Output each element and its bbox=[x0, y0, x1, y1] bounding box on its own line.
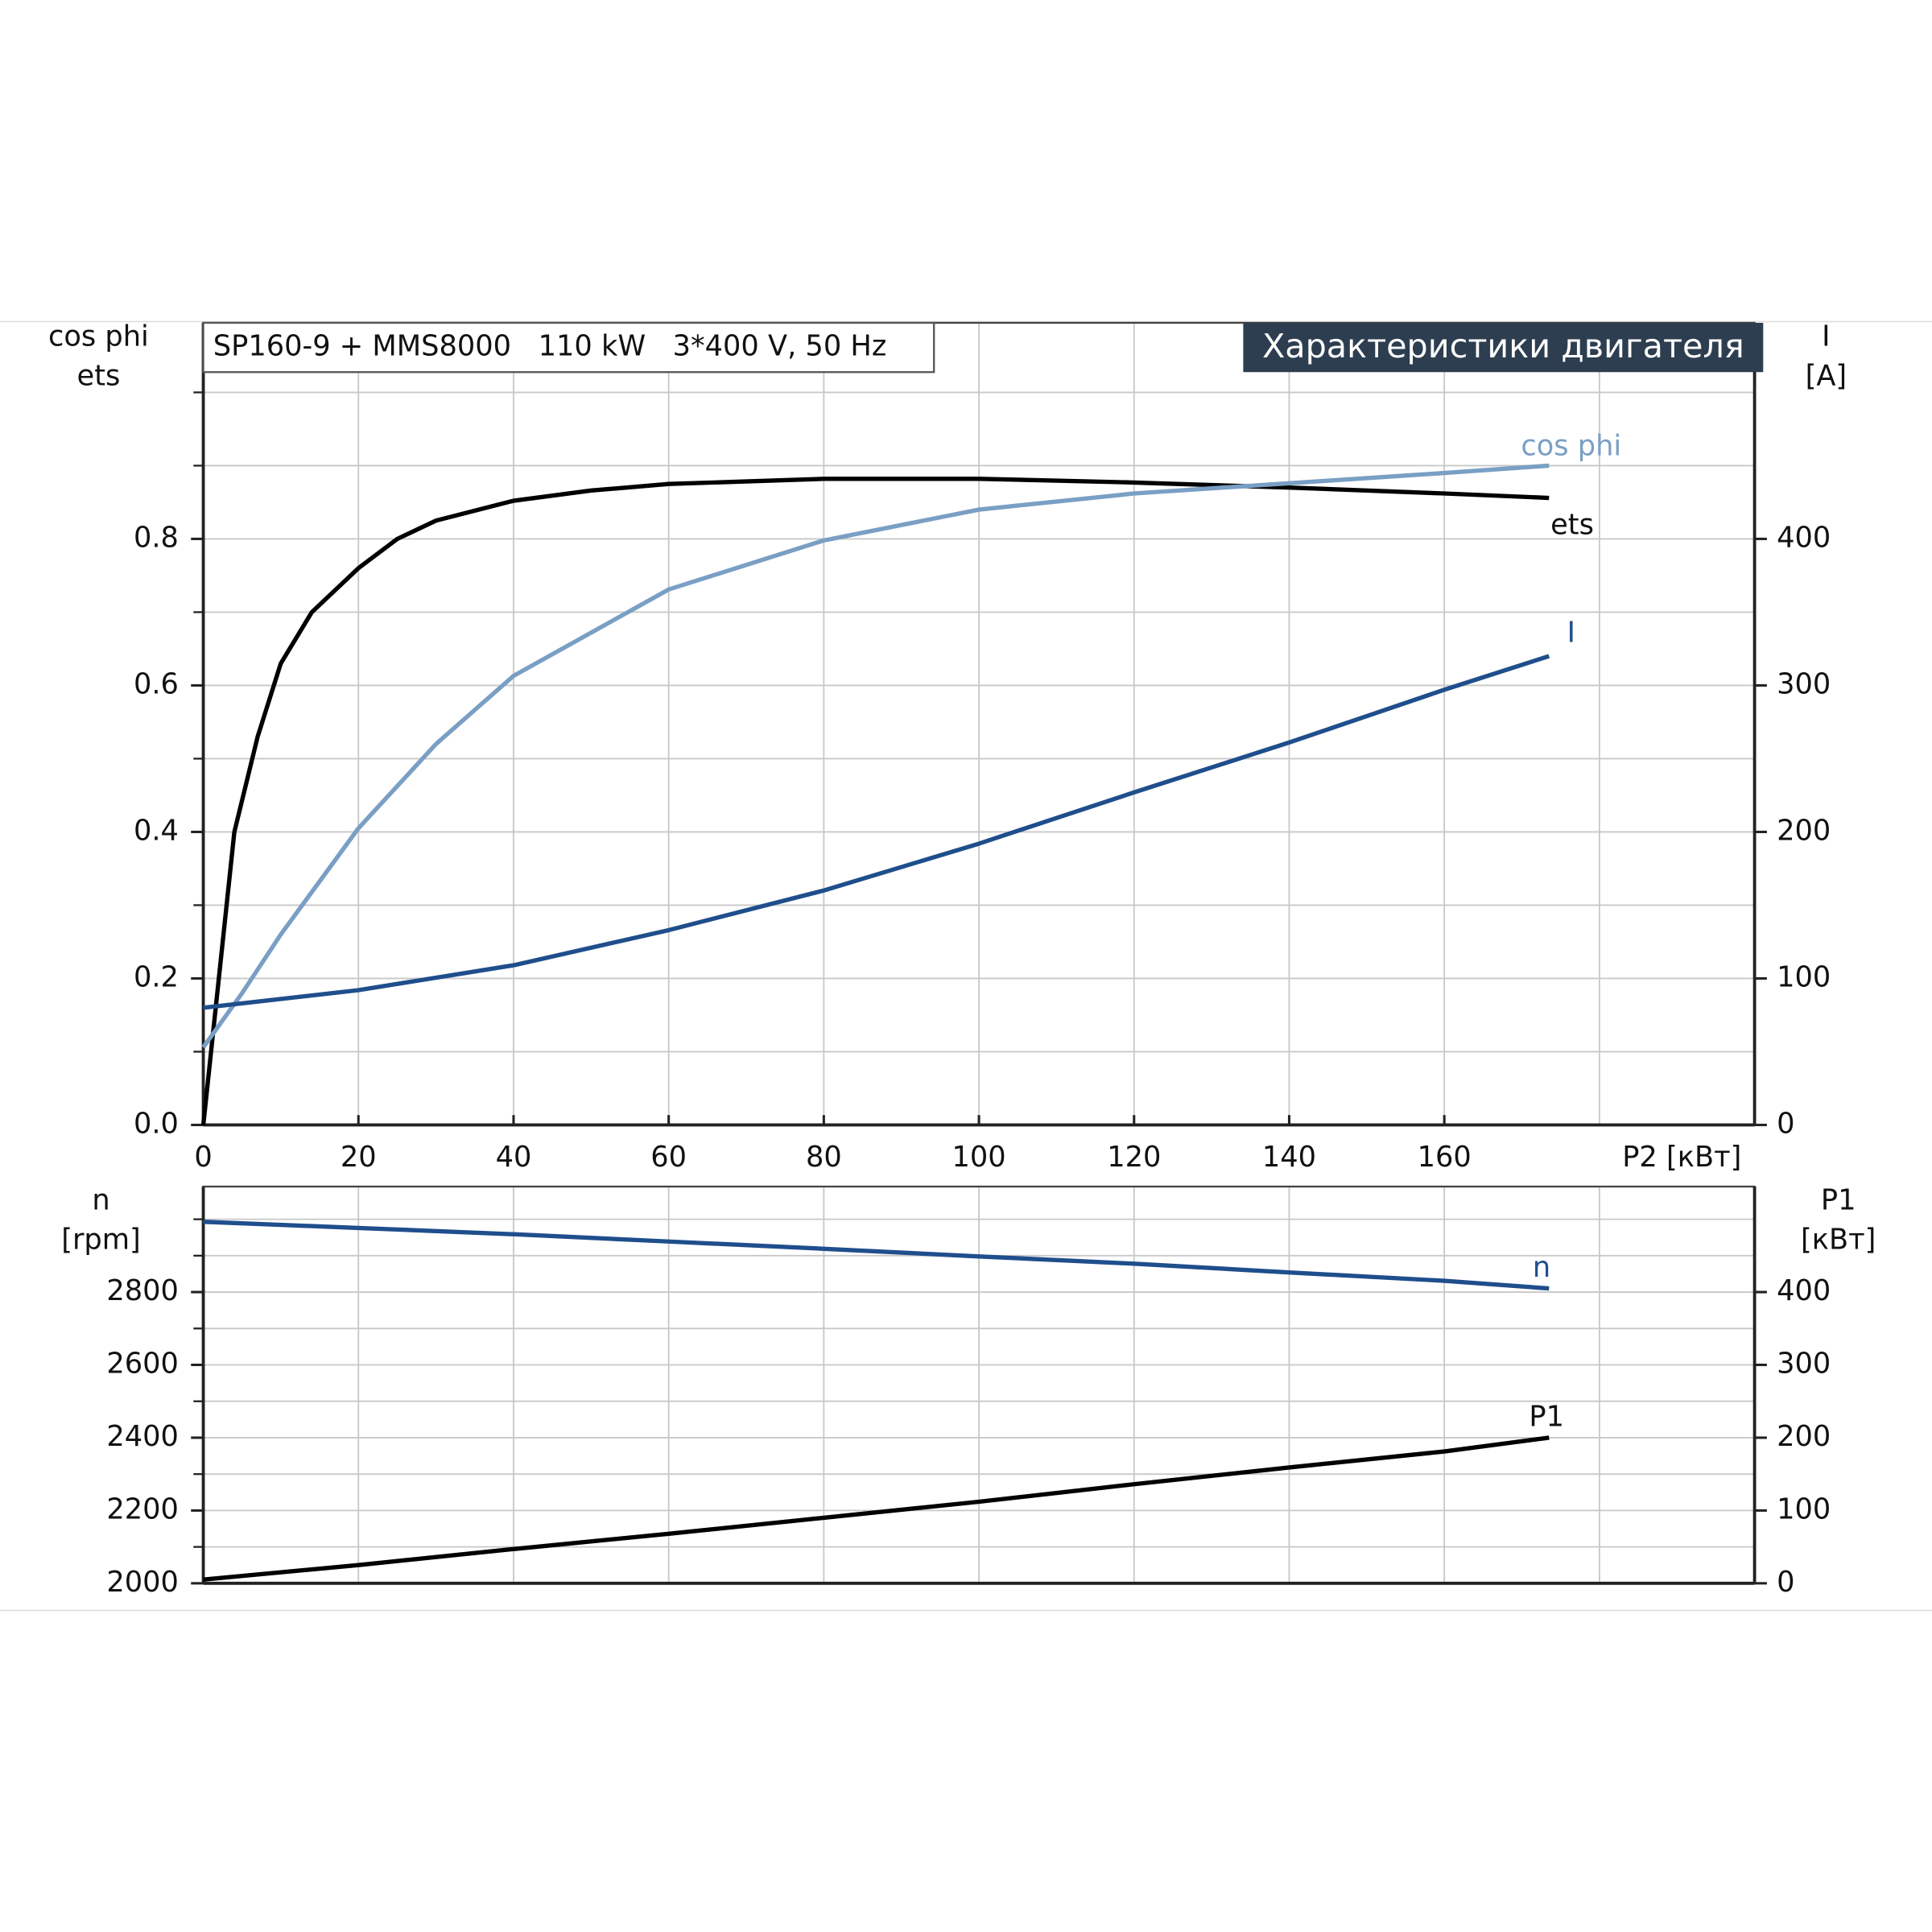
series-line bbox=[203, 1220, 1550, 1291]
x-tick-label: 0 bbox=[194, 1141, 212, 1174]
y2-tick-label: 300 bbox=[1777, 667, 1831, 700]
x-tick-label: 160 bbox=[1418, 1141, 1472, 1174]
x-tick-label: 140 bbox=[1262, 1141, 1316, 1174]
y2-tick-label: 100 bbox=[1777, 960, 1831, 993]
x-tick-label: 40 bbox=[496, 1141, 532, 1174]
y2-tick-label: 300 bbox=[1777, 1348, 1831, 1381]
x-axis-label: P2 [кВт] bbox=[1622, 1141, 1741, 1174]
y-tick-label: 2000 bbox=[106, 1566, 179, 1599]
y-tick-label: 0.0 bbox=[134, 1107, 179, 1140]
y2-tick-label: 100 bbox=[1777, 1492, 1831, 1525]
y-tick-label: 0.2 bbox=[134, 960, 179, 993]
series-label: ets bbox=[1550, 509, 1594, 542]
x-tick-label: 20 bbox=[341, 1141, 377, 1174]
y2-axis-label: [кВт] bbox=[1801, 1223, 1876, 1256]
info-box bbox=[202, 321, 935, 374]
series-line bbox=[201, 463, 1550, 1049]
y2-axis-label: P1 bbox=[1821, 1183, 1856, 1216]
x-tick-label: 120 bbox=[1107, 1141, 1161, 1174]
x-tick-label: 100 bbox=[952, 1141, 1005, 1174]
y-axis-label: cos phi bbox=[48, 320, 149, 353]
y2-axis-label: I bbox=[1822, 320, 1830, 353]
y-tick-label: 2200 bbox=[106, 1492, 179, 1525]
series-label: I bbox=[1567, 616, 1575, 649]
y2-tick-label: 200 bbox=[1777, 814, 1831, 847]
y-tick-label: 0.6 bbox=[134, 667, 179, 700]
chart-title: Характеристики двигателя bbox=[1262, 327, 1744, 365]
y2-tick-label: 0 bbox=[1777, 1107, 1794, 1140]
series-label: n bbox=[1533, 1251, 1550, 1284]
y2-tick-label: 200 bbox=[1777, 1420, 1831, 1453]
y-tick-label: 0.8 bbox=[134, 521, 179, 554]
series-line bbox=[203, 1435, 1550, 1582]
info-text: SP160-9 + MMS8000 110 kW 3*400 V, 50 Hz bbox=[213, 330, 887, 363]
series-label: P1 bbox=[1529, 1400, 1564, 1433]
y-axis-label: n bbox=[92, 1183, 109, 1216]
y2-tick-label: 400 bbox=[1777, 521, 1831, 554]
y-tick-label: 0.4 bbox=[134, 814, 179, 847]
title-box bbox=[1243, 323, 1764, 373]
y-tick-label: 2600 bbox=[106, 1348, 179, 1381]
y2-tick-label: 0 bbox=[1777, 1566, 1794, 1599]
x-tick-label: 80 bbox=[806, 1141, 842, 1174]
series-label: cos phi bbox=[1521, 429, 1621, 462]
y2-tick-label: 400 bbox=[1777, 1274, 1831, 1307]
series-line bbox=[200, 477, 1550, 1125]
series-line bbox=[203, 654, 1550, 1010]
y-axis-label: ets bbox=[77, 359, 121, 392]
y2-axis-label: [A] bbox=[1806, 359, 1847, 392]
y-axis-label: [rpm] bbox=[61, 1223, 141, 1256]
y-tick-label: 2400 bbox=[106, 1420, 179, 1453]
y-tick-label: 2800 bbox=[106, 1274, 179, 1307]
x-tick-label: 60 bbox=[650, 1141, 687, 1174]
